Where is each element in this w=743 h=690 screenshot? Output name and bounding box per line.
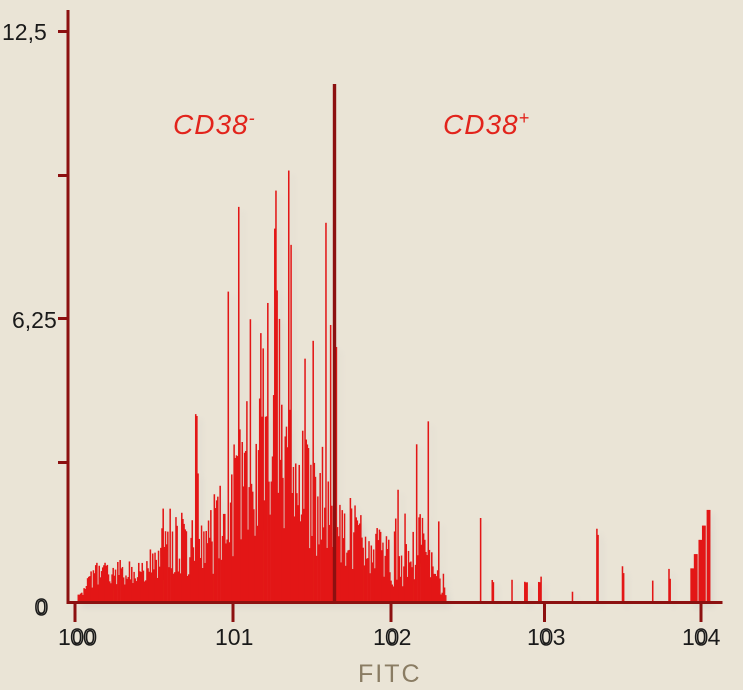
svg-text:6,25: 6,25 [12, 307, 57, 333]
svg-text:100: 100 [58, 624, 96, 650]
svg-text:FITC: FITC [358, 660, 422, 688]
svg-text:12,5: 12,5 [2, 19, 47, 45]
svg-text:103: 103 [527, 624, 565, 650]
svg-text:101: 101 [215, 624, 253, 650]
svg-text:0: 0 [35, 594, 48, 620]
svg-text:CD38+: CD38+ [443, 108, 530, 140]
svg-text:104: 104 [682, 624, 721, 650]
svg-text:CD38-: CD38- [173, 108, 256, 140]
svg-text:102: 102 [373, 624, 411, 650]
